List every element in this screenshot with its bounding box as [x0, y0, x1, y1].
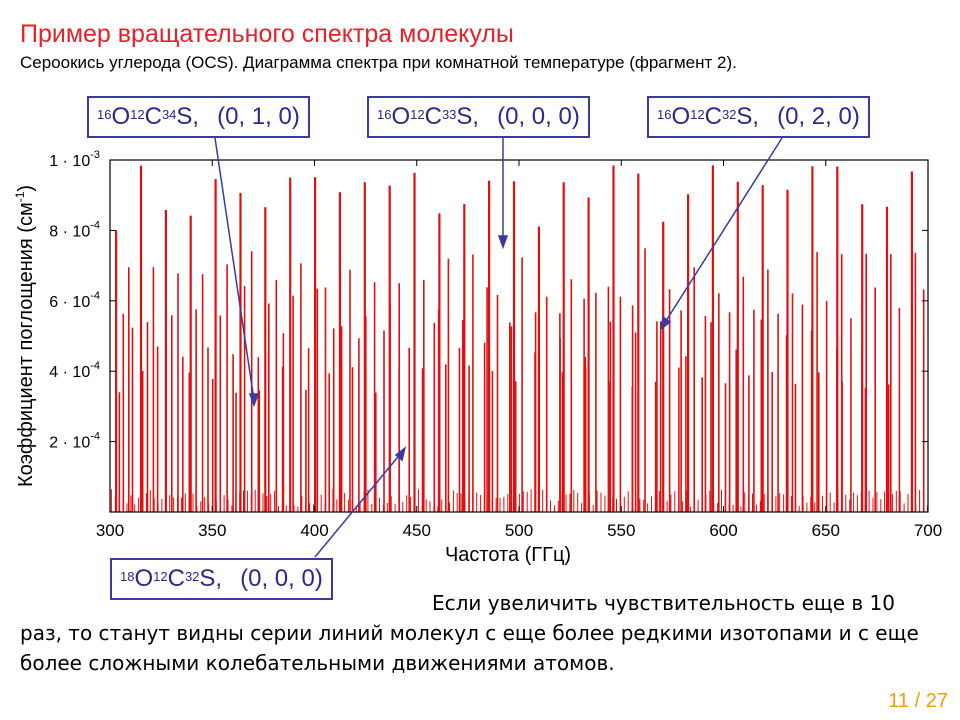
arrow-head-1	[248, 393, 260, 408]
annotation-ocs32-020: 16O12C32S, (0, 2, 0)	[647, 96, 870, 138]
y-tick-label: 4 · 10-4	[49, 360, 100, 381]
y-tick-label: 2 · 10-4	[49, 431, 100, 452]
x-tick-label: 650	[812, 521, 840, 540]
x-tick-label: 600	[709, 521, 737, 540]
x-tick-label: 400	[300, 521, 328, 540]
arrow-head-2	[497, 235, 509, 250]
arrow-line-1	[214, 137, 255, 401]
y-tick-label: 6 · 10-4	[49, 290, 100, 311]
y-tick-label: 8 · 10-4	[49, 219, 100, 240]
x-tick-label: 300	[96, 521, 124, 540]
y-axis-label: Коэффициент поглощения (см-1)	[13, 185, 37, 487]
annotation-ocs33-000: 16O12C33S, (0, 0, 0)	[367, 96, 590, 138]
page-current: 11	[888, 690, 910, 712]
x-tick-label: 350	[198, 521, 226, 540]
page-separator: /	[914, 690, 921, 712]
plot-area	[110, 160, 928, 512]
arrow-head-4	[394, 446, 407, 462]
arrow-head-3	[659, 315, 672, 331]
page-total: 27	[925, 690, 948, 712]
x-tick-label: 550	[607, 521, 635, 540]
x-tick-label: 500	[505, 521, 533, 540]
y-tick-label: 1 · 10-3	[49, 149, 100, 170]
footnote-text: Если увеличить чувствительность еще в 10…	[20, 591, 919, 675]
page-number: 11 / 27	[888, 690, 948, 713]
arrow-line-4	[314, 451, 403, 558]
x-tick-label: 700	[914, 521, 942, 540]
x-tick-label: 450	[403, 521, 431, 540]
slide-title: Пример вращательного спектра молекулы	[20, 20, 514, 48]
annotation-ocs34-010: 16O12C34S, (0, 1, 0)	[87, 96, 310, 138]
slide-subtitle: Сероокись углерода (OCS). Диаграмма спек…	[20, 53, 737, 72]
annotation-o18cs-000: 18O12C32S, (0, 0, 0)	[110, 558, 333, 600]
arrow-line-3	[663, 137, 783, 325]
annotation-arrows	[214, 137, 783, 558]
x-axis-label: Частота (ГГц)	[445, 544, 571, 566]
